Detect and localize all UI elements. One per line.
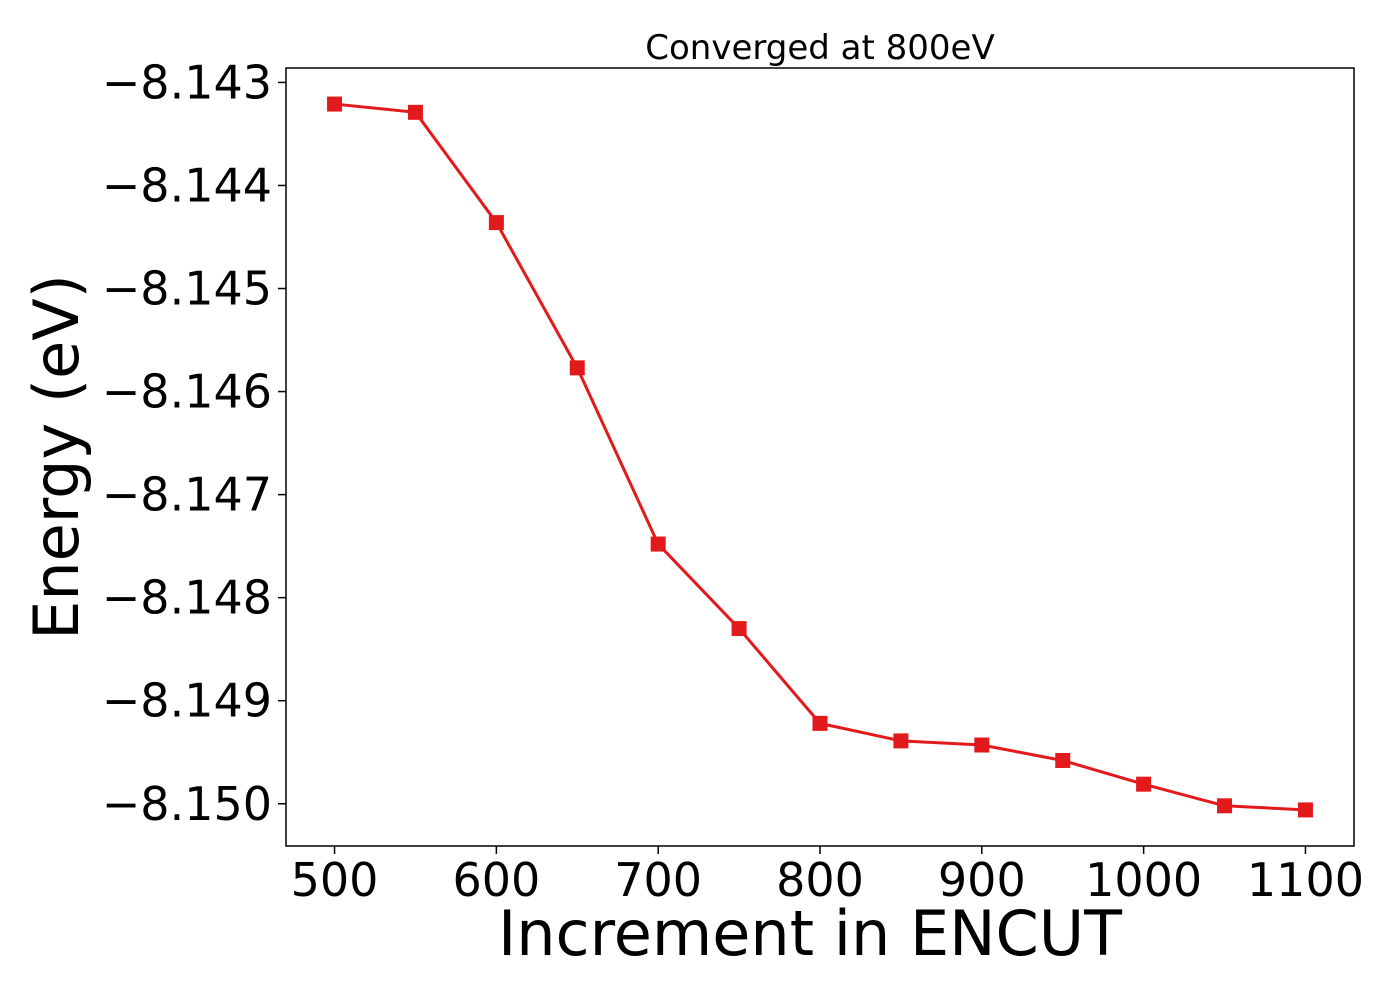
- y-tick-label: −8.143: [102, 55, 272, 109]
- y-axis-ticks: −8.143 −8.144 −8.145 −8.146 −8.147 −8.148 −8.1…: [102, 55, 286, 831]
- y-axis-label: Energy (eV): [20, 274, 93, 640]
- x-tick-label: 500: [291, 853, 379, 907]
- data-point-marker: [974, 737, 990, 753]
- data-point-marker: [731, 621, 747, 637]
- data-point-marker: [812, 715, 828, 731]
- x-tick-label: 1100: [1247, 853, 1364, 907]
- chart-title: Converged at 800eV: [645, 28, 994, 68]
- x-tick-label: 800: [776, 853, 864, 907]
- data-point-marker: [650, 536, 666, 552]
- x-axis-label: Increment in ENCUT: [498, 897, 1123, 970]
- y-tick-label: −8.145: [102, 262, 272, 316]
- data-point-marker: [569, 360, 585, 376]
- x-tick-label: 600: [452, 853, 540, 907]
- data-point-marker: [1136, 776, 1152, 792]
- y-tick-label: −8.146: [102, 365, 272, 419]
- x-tick-label: 700: [614, 853, 702, 907]
- data-point-marker: [1055, 752, 1071, 768]
- data-point-marker: [1297, 802, 1313, 818]
- y-tick-label: −8.149: [102, 674, 272, 728]
- series-line: [334, 102, 1306, 812]
- y-tick-label: −8.150: [102, 777, 272, 831]
- x-tick-label: 900: [938, 853, 1026, 907]
- x-axis-ticks: 500 600 700 800 900 1000 1100: [291, 846, 1364, 907]
- data-point-marker: [327, 96, 343, 112]
- data-point-marker: [893, 733, 909, 749]
- y-tick-label: −8.144: [102, 158, 272, 212]
- x-tick-label: 1000: [1085, 853, 1202, 907]
- data-point-marker: [1217, 798, 1233, 814]
- y-tick-label: −8.148: [102, 571, 272, 625]
- series-layer: [327, 96, 1313, 818]
- data-point-marker: [407, 104, 423, 120]
- y-tick-label: −8.147: [102, 468, 272, 522]
- data-point-marker: [488, 215, 504, 231]
